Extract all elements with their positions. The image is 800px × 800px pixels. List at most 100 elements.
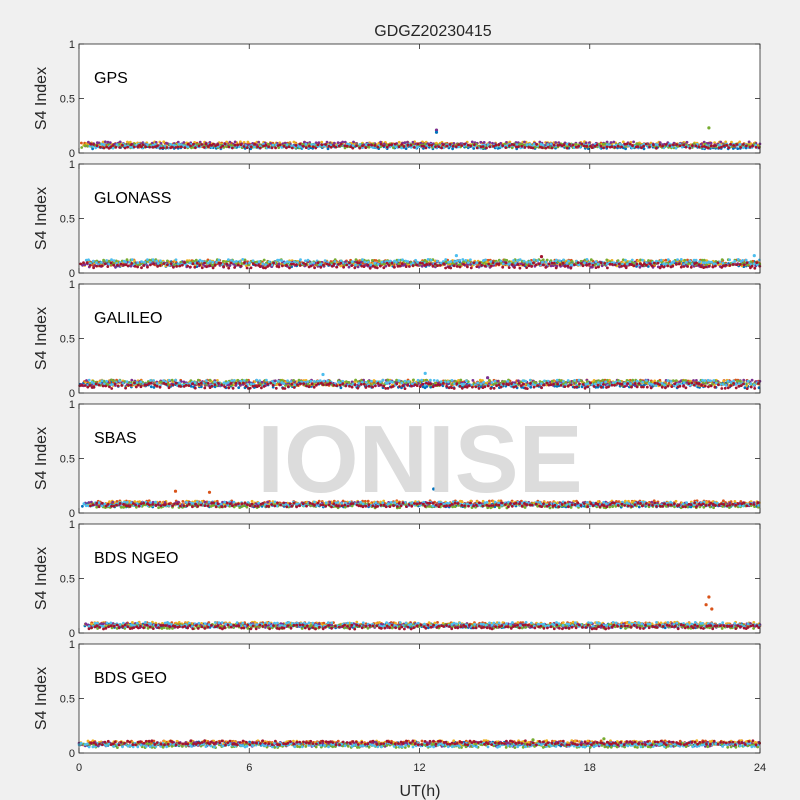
data-point (516, 263, 519, 266)
data-point (274, 386, 278, 390)
data-point (528, 260, 532, 264)
data-point (460, 144, 464, 147)
data-point (386, 386, 390, 390)
data-point (506, 380, 510, 383)
data-point (607, 385, 610, 389)
data-point (82, 261, 85, 265)
data-point (130, 258, 134, 262)
data-point (325, 140, 329, 144)
data-point (87, 378, 91, 382)
data-point (344, 380, 348, 383)
data-point (228, 140, 232, 144)
data-point (309, 379, 313, 383)
data-point (257, 384, 261, 388)
data-point (555, 258, 558, 262)
data-point (387, 143, 391, 147)
data-point (221, 260, 225, 263)
data-point (677, 262, 681, 266)
data-point (480, 263, 483, 267)
data-point (714, 144, 718, 147)
data-point (476, 381, 480, 385)
data-point (613, 263, 617, 267)
data-point (100, 379, 104, 383)
data-point (486, 384, 490, 388)
data-point (205, 265, 209, 269)
data-point (382, 266, 386, 270)
data-point (416, 145, 420, 149)
data-point (142, 264, 146, 267)
data-point (416, 142, 420, 146)
data-point (738, 382, 741, 385)
data-point (322, 263, 325, 267)
data-point (497, 143, 501, 147)
data-point (182, 141, 186, 144)
data-point (281, 264, 284, 268)
data-point (108, 385, 111, 389)
data-point (729, 381, 733, 384)
data-point (691, 144, 694, 148)
data-point (199, 381, 203, 385)
data-point (386, 381, 390, 384)
data-point (427, 143, 431, 147)
data-point (126, 140, 129, 144)
data-point (262, 385, 266, 388)
data-point (167, 386, 171, 390)
data-point (523, 146, 527, 149)
data-point (362, 382, 366, 386)
chart-title: GDGZ20230415 (374, 23, 492, 40)
data-point (552, 143, 556, 147)
data-point (454, 145, 458, 149)
data-point (525, 261, 529, 264)
data-point (138, 263, 142, 266)
data-point (135, 381, 139, 384)
data-point (390, 261, 394, 265)
data-point (451, 147, 454, 151)
data-point (304, 142, 308, 146)
data-point (345, 263, 349, 267)
data-point (200, 266, 204, 270)
data-point (685, 140, 689, 144)
data-point (92, 266, 95, 270)
data-point (688, 259, 692, 263)
data-point (397, 258, 401, 262)
data-point (495, 384, 498, 388)
data-point (616, 144, 620, 148)
data-point (227, 266, 231, 270)
data-point (662, 265, 666, 269)
data-point (312, 385, 316, 389)
data-point (663, 383, 666, 387)
data-point (742, 143, 745, 146)
data-point (549, 383, 553, 387)
data-point (709, 144, 713, 148)
data-point (227, 386, 231, 390)
data-point (149, 379, 153, 382)
data-point (496, 379, 500, 383)
data-point (391, 385, 395, 388)
data-point (512, 143, 516, 147)
data-point (625, 142, 629, 146)
data-point (742, 263, 746, 267)
data-point (679, 258, 683, 261)
data-point (118, 146, 122, 149)
data-point (292, 386, 296, 389)
data-point (230, 259, 233, 262)
data-point (267, 145, 270, 149)
data-point (736, 258, 740, 261)
data-point (750, 378, 754, 382)
data-point (158, 264, 162, 267)
data-point (540, 146, 544, 150)
data-point (605, 145, 609, 149)
data-point (285, 146, 288, 150)
data-point (444, 266, 447, 270)
data-point (429, 382, 433, 386)
data-point (463, 142, 466, 146)
data-point (313, 380, 316, 383)
data-point (482, 141, 486, 144)
data-point (192, 142, 195, 146)
panel-label: GPS (94, 70, 128, 87)
data-point (458, 384, 462, 388)
data-point (191, 382, 195, 386)
data-point (536, 259, 540, 262)
data-point (574, 381, 578, 385)
data-point (467, 384, 471, 387)
